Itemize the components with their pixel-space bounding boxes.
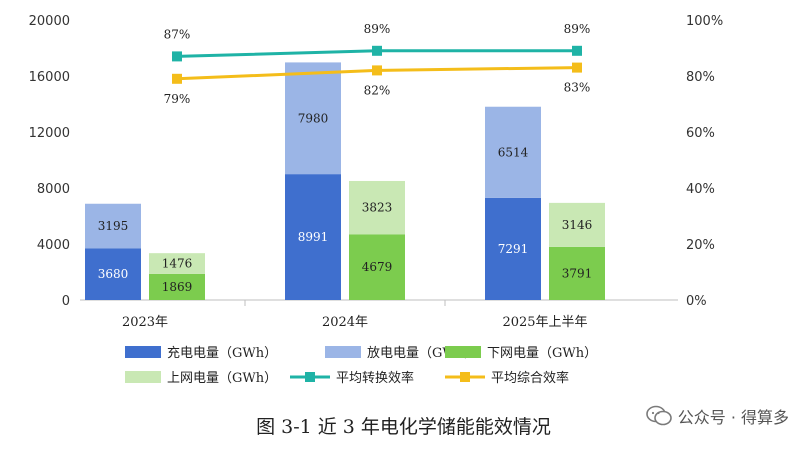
legend-swatch (445, 346, 481, 358)
bar (85, 203, 141, 249)
legend-label: 下网电量（GWh） (487, 346, 597, 361)
right-tick-label: 60% (686, 126, 715, 141)
series-point (172, 51, 182, 62)
bar (285, 174, 341, 300)
bar-value-label: 7291 (498, 242, 529, 256)
series-point (572, 62, 582, 73)
bar-value-label: 4679 (362, 260, 393, 274)
legend-label: 上网电量（GWh） (167, 371, 277, 386)
bar (349, 180, 405, 235)
bar-value-label: 3680 (98, 267, 129, 281)
watermark-text: 公众号 · 得算多 (677, 408, 789, 427)
left-tick-label: 4000 (37, 238, 70, 253)
bar (85, 248, 141, 300)
legend-swatch (325, 346, 361, 358)
legend-swatch (125, 346, 161, 358)
right-tick-label: 20% (686, 238, 715, 253)
category-label: 2025年上半年 (502, 315, 587, 330)
bar-value-label: 7980 (298, 111, 329, 125)
line-value-label: 79% (164, 92, 191, 106)
bar-value-label: 3823 (362, 201, 393, 215)
legend-marker (305, 372, 315, 382)
category-label: 2024年 (322, 315, 368, 330)
line-value-label: 89% (364, 22, 391, 36)
line-value-label: 83% (564, 81, 591, 95)
watermark: 公众号 · 得算多 (645, 404, 789, 428)
figure-caption: 图 3-1 近 3 年电化学储能能效情况 (256, 416, 551, 438)
right-tick-label: 100% (686, 14, 723, 29)
bars (85, 62, 605, 300)
category-label: 2023年 (122, 315, 168, 330)
legend: 充电电量（GWh） 放电电量（GWh） 下网电量（GWh）上网电量（GWh） 平均转换… (125, 345, 597, 386)
series-point (572, 45, 582, 56)
line-value-label: 89% (564, 22, 591, 36)
left-tick-label: 8000 (37, 182, 70, 197)
bar (485, 197, 541, 300)
lines (172, 45, 582, 84)
legend-swatch (125, 371, 161, 383)
bar (149, 253, 205, 274)
right-tick-label: 0% (686, 294, 707, 309)
left-tick-label: 12000 (29, 126, 70, 141)
data-labels: 3680 3195 1869 1476 8991 7980 4679 3823 7291 6514… (98, 22, 593, 294)
left-tick-label: 0 (62, 294, 70, 309)
bar (485, 106, 541, 198)
bar-value-label: 1869 (162, 280, 193, 294)
line-value-label: 82% (364, 83, 391, 97)
bar (349, 234, 405, 300)
axes: 0 4000 8000 12000 16000 20000 0% 20% 40% 60% 80% 10… (29, 14, 724, 330)
bar-value-label: 3195 (98, 219, 129, 233)
bar (549, 202, 605, 247)
line-value-label: 87% (164, 27, 191, 41)
legend-label: 平均综合效率 (491, 370, 569, 386)
wechat-official-account-icon (645, 405, 672, 426)
bar-value-label: 3791 (562, 266, 593, 280)
series-point (172, 73, 182, 84)
legend-marker (460, 372, 470, 382)
bar (149, 273, 205, 300)
legend-label: 充电电量（GWh） (167, 345, 277, 361)
right-tick-label: 40% (686, 182, 715, 197)
bar-value-label: 6514 (498, 145, 529, 159)
bar (549, 246, 605, 300)
legend-label: 平均转换效率 (336, 370, 414, 386)
series-point (372, 45, 382, 56)
bar-value-label: 1476 (162, 257, 193, 271)
series-point (372, 65, 382, 76)
bar-value-label: 3146 (562, 218, 593, 232)
right-tick-label: 80% (686, 70, 715, 85)
left-tick-label: 16000 (29, 70, 70, 85)
bar (285, 62, 341, 175)
left-tick-label: 20000 (29, 14, 70, 29)
bar-value-label: 8991 (298, 230, 329, 244)
